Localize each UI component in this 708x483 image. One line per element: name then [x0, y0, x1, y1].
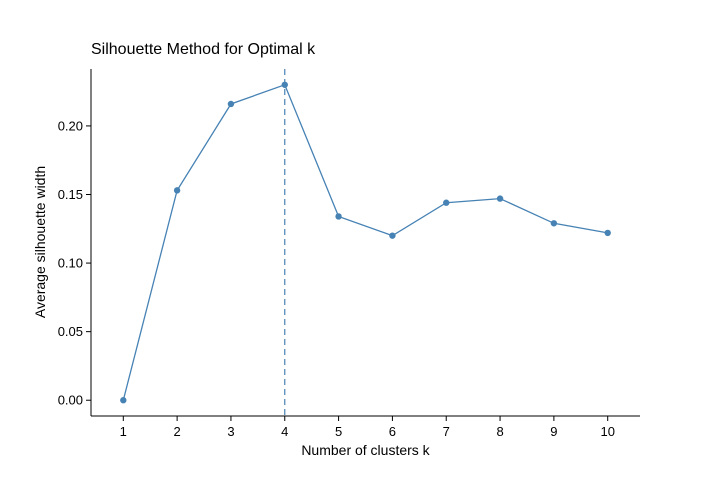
y-tick-label-0: 0.00	[58, 393, 83, 408]
x-tick-label-6: 7	[443, 424, 450, 439]
data-point-k3	[227, 100, 235, 108]
y-tick-label-1: 0.05	[58, 324, 83, 339]
data-points	[120, 81, 611, 404]
data-point-k8	[496, 195, 504, 202]
x-axis-ticks: 1 2 3 4 5 6 7 8 9 10	[120, 416, 615, 439]
data-point-k6	[389, 232, 396, 239]
x-tick-label-3: 4	[281, 424, 288, 439]
y-axis-ticks: 0.00 0.05 0.10 0.15 0.20	[58, 118, 91, 408]
x-tick-label-1: 2	[174, 424, 181, 439]
data-point-k4	[281, 81, 288, 88]
y-axis-title: Average silhouette width	[32, 166, 48, 318]
y-tick-label-2: 0.10	[58, 256, 83, 271]
data-point-k10	[604, 229, 611, 237]
data-point-k1	[120, 397, 127, 404]
series-line	[122, 83, 608, 401]
data-point-k5	[335, 213, 342, 220]
y-tick-label-3: 0.15	[58, 187, 83, 202]
x-axis-title: Number of clusters k	[301, 442, 430, 458]
y-tick-label-4: 0.20	[58, 118, 83, 133]
data-point-k9	[550, 220, 558, 227]
x-tick-label-7: 8	[496, 424, 503, 439]
data-point-k2	[173, 187, 181, 194]
x-tick-label-0: 1	[120, 424, 127, 439]
data-point-k7	[443, 199, 450, 206]
x-tick-label-8: 9	[550, 424, 557, 439]
x-tick-label-4: 5	[335, 424, 342, 439]
chart-title: Silhouette Method for Optimal k	[91, 41, 316, 58]
x-tick-label-5: 6	[389, 424, 396, 439]
x-tick-label-2: 3	[227, 424, 234, 439]
x-tick-label-9: 10	[600, 424, 614, 439]
